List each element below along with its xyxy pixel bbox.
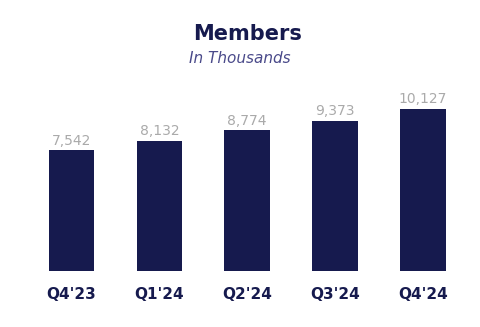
Text: 8,774: 8,774	[228, 114, 267, 128]
Text: 10,127: 10,127	[399, 92, 447, 106]
Bar	[400, 109, 446, 271]
Text: 7,542: 7,542	[52, 134, 91, 148]
Bar	[312, 121, 358, 271]
Text: 9,373: 9,373	[315, 104, 355, 118]
Title: Members: Members	[193, 24, 301, 43]
Bar	[224, 130, 270, 271]
Text: In Thousands: In Thousands	[189, 51, 291, 66]
Bar	[48, 150, 95, 271]
Text: 8,132: 8,132	[140, 124, 179, 138]
Bar	[136, 141, 182, 271]
